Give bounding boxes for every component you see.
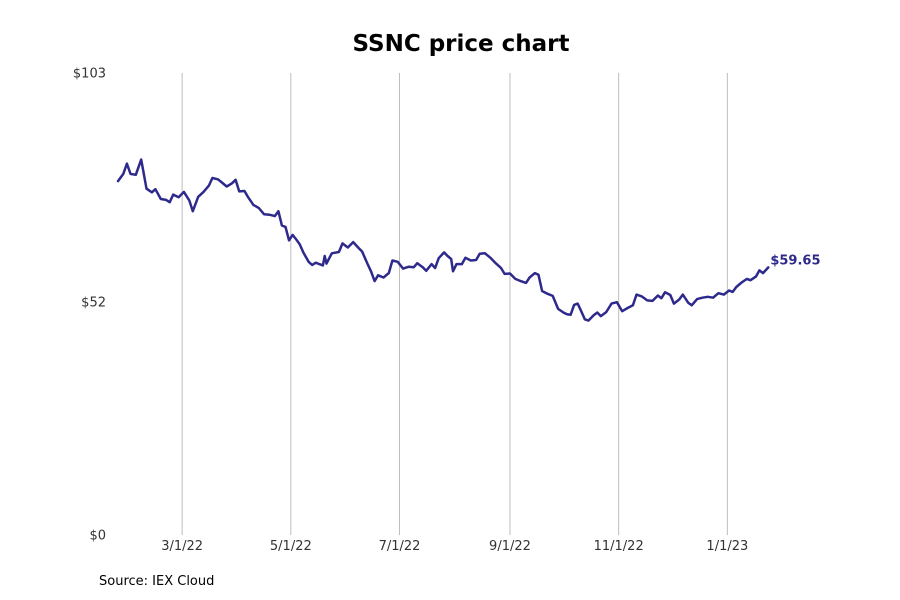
y-axis: $0 $52 $103 [73, 67, 106, 544]
x-tick-label: 5/1/22 [270, 539, 312, 554]
y-tick-label: $0 [89, 529, 106, 544]
grid-lines [181, 73, 728, 535]
x-axis: 3/1/22 5/1/22 7/1/22 9/1/22 11/1/22 1/1/23 [161, 539, 748, 554]
x-tick-label: 9/1/22 [489, 539, 531, 554]
source-note: Source: IEX Cloud [99, 574, 215, 589]
x-tick-label: 11/1/22 [594, 539, 644, 554]
x-tick-label: 3/1/22 [161, 539, 203, 554]
x-tick-label: 7/1/22 [379, 539, 421, 554]
x-tick-label: 1/1/23 [706, 539, 748, 554]
last-price-label: $59.65 [770, 253, 820, 268]
y-tick-label: $52 [81, 295, 106, 310]
price-line [116, 158, 770, 322]
y-tick-label: $103 [73, 67, 106, 82]
chart-title: SSNC price chart [352, 31, 569, 57]
